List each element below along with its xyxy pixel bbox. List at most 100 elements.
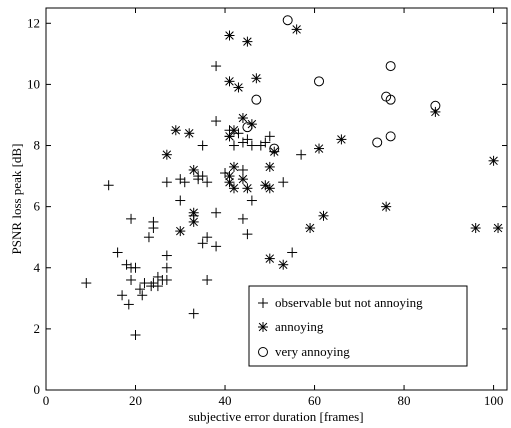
star-marker — [318, 210, 329, 221]
y-tick-label: 10 — [27, 76, 40, 91]
star-marker — [188, 216, 199, 227]
plus-marker — [117, 290, 128, 301]
plus-marker — [179, 177, 190, 188]
star-marker — [381, 201, 392, 212]
plus-marker — [188, 308, 199, 319]
plus-marker — [81, 278, 92, 289]
star-marker — [184, 128, 195, 139]
star-marker — [188, 207, 199, 218]
plus-marker — [103, 180, 114, 191]
plus-marker — [228, 140, 239, 151]
circle-marker — [385, 94, 396, 105]
star-marker — [188, 164, 199, 175]
x-tick-label: 0 — [43, 393, 50, 408]
plot-frame — [45, 7, 508, 391]
plus-marker — [264, 131, 275, 142]
circle-marker — [251, 94, 262, 105]
star-marker — [246, 119, 257, 130]
plus-marker — [237, 213, 248, 224]
y-axis-label: PSNR loss peak [dB] — [9, 144, 24, 255]
plus-marker — [211, 241, 222, 252]
plus-marker — [242, 134, 253, 145]
plus-marker — [197, 238, 208, 249]
plus-marker — [202, 274, 213, 285]
star-marker — [336, 134, 347, 145]
plus-marker — [211, 61, 222, 72]
plus-marker — [278, 177, 289, 188]
plus-marker — [202, 232, 213, 243]
plus-marker — [242, 229, 253, 240]
y-tick-label: 4 — [34, 260, 41, 275]
x-axis-label: subjective error duration [frames] — [188, 409, 363, 424]
star-marker — [228, 161, 239, 172]
circle-marker — [372, 137, 383, 148]
plus-marker — [237, 164, 248, 175]
plus-marker — [134, 284, 145, 295]
plus-marker — [152, 281, 163, 292]
star-marker — [251, 73, 262, 84]
data-points — [81, 15, 504, 340]
y-tick-label: 8 — [34, 138, 41, 153]
star-marker — [175, 226, 186, 237]
circle-marker — [269, 143, 280, 154]
circle-marker — [282, 15, 293, 26]
x-tick-label: 60 — [308, 393, 321, 408]
legend-circle-marker — [258, 347, 268, 357]
legend-label-annoying: annoying — [275, 319, 324, 334]
circle-marker — [385, 61, 396, 72]
plus-marker — [211, 207, 222, 218]
circle-marker — [314, 76, 325, 87]
legend: observable but not annoying annoying ver… — [248, 285, 468, 367]
star-marker — [237, 113, 248, 124]
legend-star-marker — [258, 322, 268, 332]
star-marker — [224, 76, 235, 87]
y-tick-label: 0 — [34, 382, 41, 397]
star-marker — [242, 183, 253, 194]
plus-marker — [161, 274, 172, 285]
legend-box — [248, 285, 468, 367]
star-marker — [264, 183, 275, 194]
star-marker — [488, 155, 499, 166]
plus-marker — [175, 195, 186, 206]
plus-marker — [161, 250, 172, 261]
star-marker — [305, 223, 316, 234]
legend-label-very-annoying: very annoying — [275, 344, 350, 359]
star-marker — [493, 223, 504, 234]
star-marker — [470, 223, 481, 234]
star-marker — [233, 82, 244, 93]
circle-marker — [430, 100, 441, 111]
y-tick-label: 6 — [34, 199, 41, 214]
y-tick-label: 2 — [34, 321, 41, 336]
plus-marker — [211, 116, 222, 127]
star-marker — [237, 174, 248, 185]
star-marker — [264, 253, 275, 264]
plus-marker — [197, 171, 208, 182]
circle-marker — [242, 122, 253, 133]
y-tick-label: 12 — [27, 15, 40, 30]
legend-plus-marker — [258, 298, 268, 308]
plus-marker — [126, 213, 137, 224]
plus-marker — [130, 262, 141, 273]
plus-marker — [197, 140, 208, 151]
star-marker — [242, 36, 253, 47]
plus-marker — [130, 329, 141, 340]
plus-marker — [143, 232, 154, 243]
x-tick-label: 80 — [398, 393, 411, 408]
x-tick-label: 20 — [129, 393, 142, 408]
plus-marker — [161, 262, 172, 273]
star-marker — [264, 161, 275, 172]
plus-marker — [137, 290, 148, 301]
plus-marker — [246, 195, 257, 206]
plus-marker — [139, 278, 150, 289]
plus-marker — [112, 247, 123, 258]
star-marker — [314, 143, 325, 154]
circle-marker — [385, 131, 396, 142]
plus-marker — [246, 140, 257, 151]
legend-markers — [258, 298, 268, 357]
star-marker — [224, 131, 235, 142]
axis-ticks: 0 20 40 60 80 100 0 2 4 6 8 10 12 — [27, 8, 507, 408]
plus-marker — [161, 177, 172, 188]
star-marker — [228, 125, 239, 136]
star-marker — [291, 24, 302, 35]
